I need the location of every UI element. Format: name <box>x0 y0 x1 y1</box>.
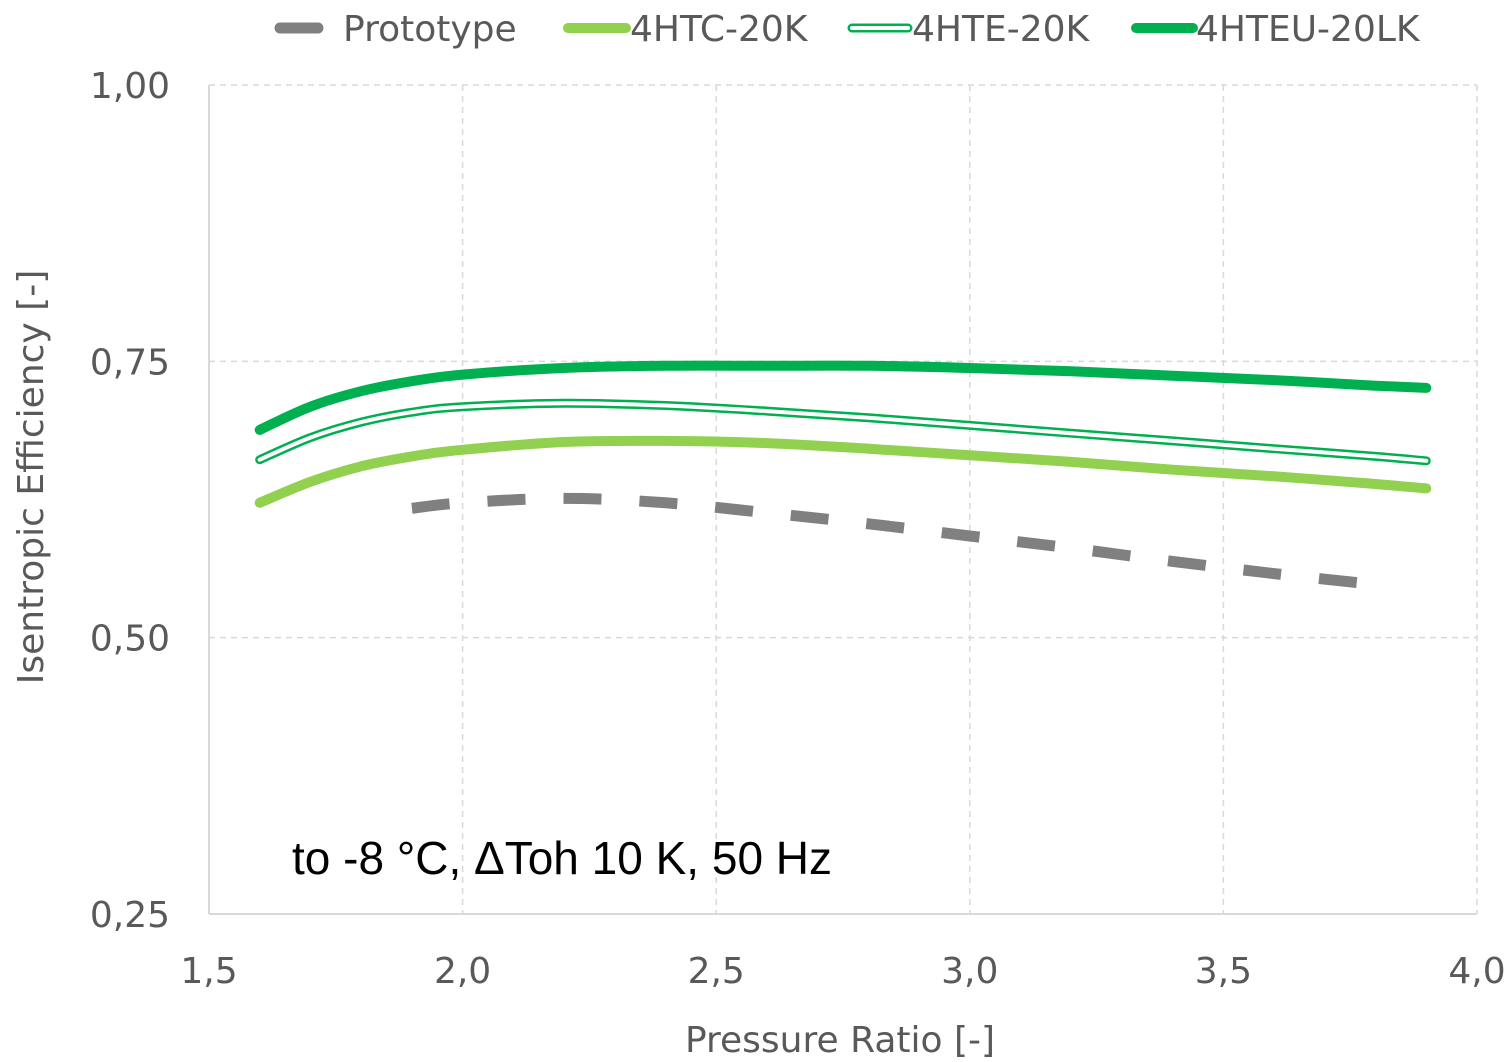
series-line-4hte-20k <box>255 398 1431 466</box>
chart-annotation: to -8 °C, ΔToh 10 K, 50 Hz <box>292 832 832 884</box>
y-tick-label: 0,50 <box>90 619 170 660</box>
series-line-4htc-20k <box>254 435 1432 508</box>
chart-ticks: 1,5 2,0 2,5 3,0 3,5 4,0 0,25 0,50 0,75 1,00 <box>90 66 1506 992</box>
legend-item-prototype: Prototype <box>274 9 517 50</box>
y-tick-label: 0,25 <box>90 895 170 936</box>
legend-label: 4HTE-20K <box>912 9 1091 50</box>
x-tick-label: 2,5 <box>688 951 745 992</box>
y-axis-title: Isentropic Efficiency [-] <box>11 270 52 685</box>
x-tick-label: 4,0 <box>1448 951 1505 992</box>
legend-item-4hteu-20lk: 4HTEU-20LK <box>1131 9 1421 50</box>
series-line-prototype <box>411 492 1377 591</box>
chart-axes <box>208 85 1478 915</box>
legend-item-4htc-20k: 4HTC-20K <box>563 9 809 50</box>
series-line-4hte-20k-inner <box>257 401 1429 463</box>
legend-label: Prototype <box>343 9 517 50</box>
chart-grid <box>209 84 1477 914</box>
y-tick-label: 1,00 <box>90 66 170 107</box>
legend-item-4hte-20k: 4HTE-20K <box>847 9 1091 50</box>
chart-legend: Prototype 4HTC-20K 4HTE-20K 4HTEU-20LK <box>274 9 1421 50</box>
x-tick-label: 3,5 <box>1195 951 1252 992</box>
legend-label: 4HTEU-20LK <box>1196 9 1421 50</box>
series-line-4hteu-20lk <box>254 360 1432 435</box>
x-tick-label: 3,0 <box>941 951 998 992</box>
legend-label: 4HTC-20K <box>630 9 809 50</box>
chart-plot-area <box>254 360 1432 591</box>
x-tick-label: 2,0 <box>434 951 491 992</box>
y-tick-label: 0,75 <box>90 342 170 383</box>
x-axis-title: Pressure Ratio [-] <box>685 1020 995 1061</box>
x-tick-label: 1,5 <box>180 951 237 992</box>
